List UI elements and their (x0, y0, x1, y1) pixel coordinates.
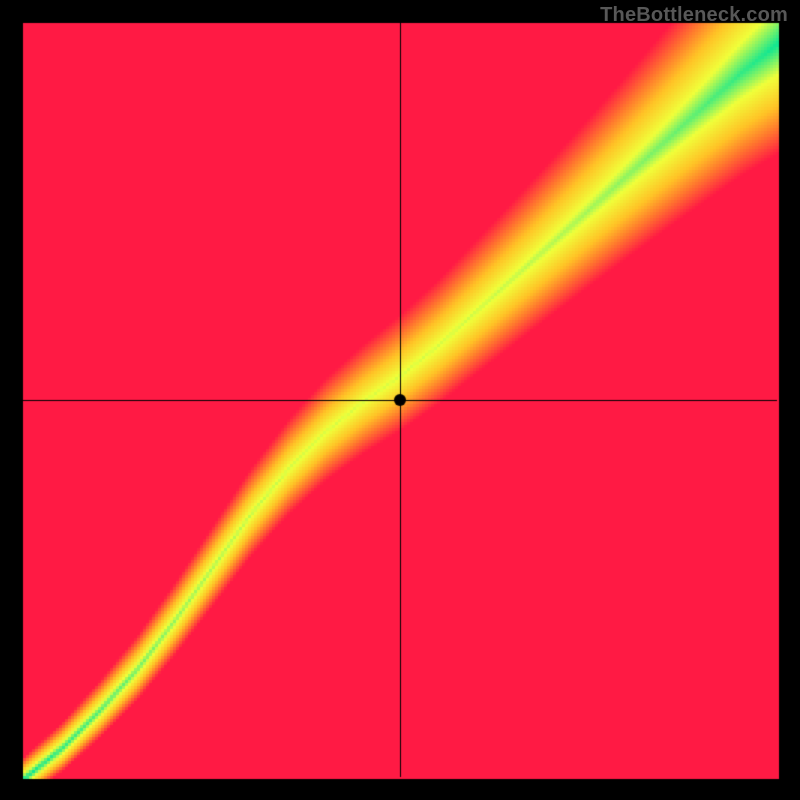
chart-container: TheBottleneck.com (0, 0, 800, 800)
watermark-label: TheBottleneck.com (600, 4, 788, 27)
bottleneck-heatmap (0, 0, 800, 800)
